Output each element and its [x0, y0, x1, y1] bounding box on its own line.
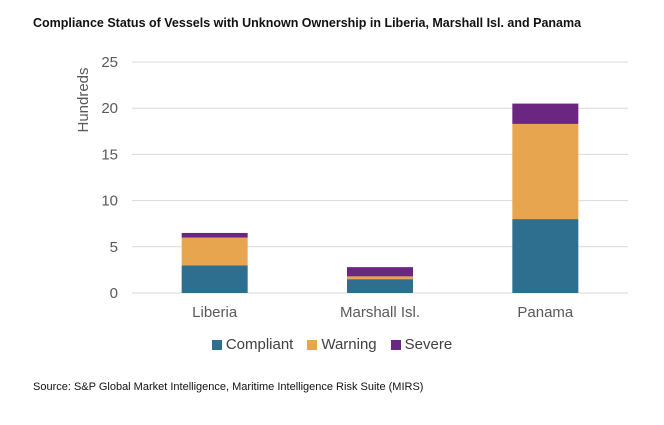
bar-warning-panama: [512, 123, 579, 220]
y-tick-label: 10: [101, 193, 118, 210]
x-tick-label: Panama: [517, 304, 574, 321]
bars: [181, 103, 579, 293]
bar-compliant-liberia: [181, 265, 248, 293]
bar-severe-liberia: [181, 232, 248, 238]
bar-severe-panama: [512, 103, 579, 124]
legend: Compliant Warning Severe: [0, 336, 664, 353]
source-note: Source: S&P Global Market Intelligence, …: [33, 381, 424, 393]
x-tick-label: Liberia: [192, 304, 238, 321]
bar-compliant-marshall-isl: [347, 279, 413, 293]
y-axis-ticks: 0 5 10 15 20 25: [101, 54, 118, 302]
legend-label: Severe: [404, 336, 453, 353]
legend-label: Compliant: [225, 336, 294, 353]
y-tick-label: 20: [101, 100, 118, 117]
y-tick-label: 15: [101, 146, 118, 163]
y-tick-label: 5: [110, 239, 118, 256]
bar-compliant-panama: [512, 219, 579, 293]
legend-swatch: [211, 339, 222, 350]
x-axis-ticks: Liberia Marshall Isl. Panama: [192, 304, 574, 321]
bar-warning-liberia: [181, 237, 248, 266]
legend-swatch: [307, 339, 318, 350]
bar-warning-marshall-isl: [347, 276, 413, 280]
legend-item-compliant: Compliant: [211, 336, 294, 353]
chart-title: Compliance Status of Vessels with Unknow…: [33, 16, 582, 30]
y-axis-label: Hundreds: [75, 67, 92, 132]
legend-item-severe: Severe: [390, 336, 453, 353]
legend-swatch: [390, 339, 401, 350]
x-tick-label: Marshall Isl.: [340, 304, 420, 321]
y-tick-label: 25: [101, 54, 118, 71]
legend-item-warning: Warning: [307, 336, 377, 353]
y-tick-label: 0: [110, 285, 118, 302]
stacked-bar-chart: 0 5 10 15 20 25 Hundreds Liberia Marshall Isl.…: [75, 54, 628, 321]
bar-severe-marshall-isl: [347, 267, 413, 277]
legend-label: Warning: [321, 336, 377, 353]
